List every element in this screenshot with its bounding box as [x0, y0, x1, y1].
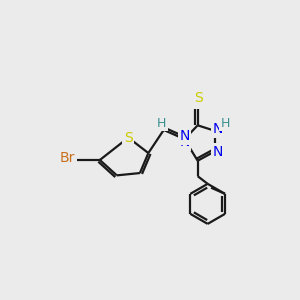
Text: H: H — [157, 116, 166, 130]
Text: Br: Br — [60, 151, 75, 165]
Text: S: S — [194, 91, 203, 105]
Text: N: N — [212, 122, 223, 136]
Text: N: N — [179, 129, 190, 143]
Text: N: N — [179, 135, 190, 149]
Text: S: S — [124, 130, 133, 145]
Text: N: N — [212, 145, 223, 158]
Text: H: H — [221, 116, 230, 130]
